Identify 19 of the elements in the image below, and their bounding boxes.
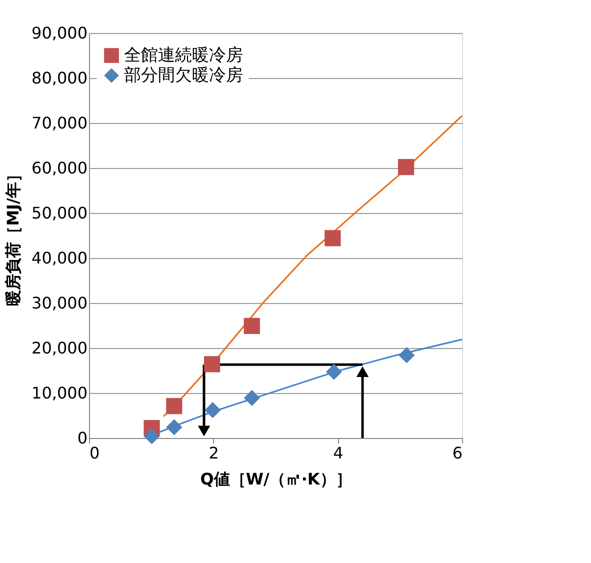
y-tick-label: 80,000 [32, 68, 88, 88]
x-axis-title: Q値［W/（㎡·K）］ [200, 470, 352, 488]
y-tick-label: 60,000 [32, 158, 88, 178]
y-tick-label: 90,000 [32, 24, 88, 42]
y-tick-label: 30,000 [32, 294, 88, 312]
line-series [162, 115, 463, 418]
y-tick-label: 20,000 [32, 338, 88, 358]
x-tick-label: 6 [452, 444, 462, 462]
y-axis-title: 暖房負荷［MJ/年］ [4, 166, 23, 306]
y-tick-label: 70,000 [32, 114, 88, 132]
x-tick-label: 4 [333, 444, 344, 462]
y-tick-label: 40,000 [32, 248, 88, 268]
x-tick-label: 0 [90, 444, 100, 462]
y-tick-label: 10,000 [32, 384, 88, 402]
y-tick-label: 0 [77, 428, 88, 448]
legend-label: 部分間欠暖冷房 [124, 66, 243, 86]
x-tick-label: 2 [208, 444, 219, 462]
legend-label: 全館連続暖冷房 [124, 46, 243, 66]
y-tick-label: 50,000 [32, 204, 88, 222]
